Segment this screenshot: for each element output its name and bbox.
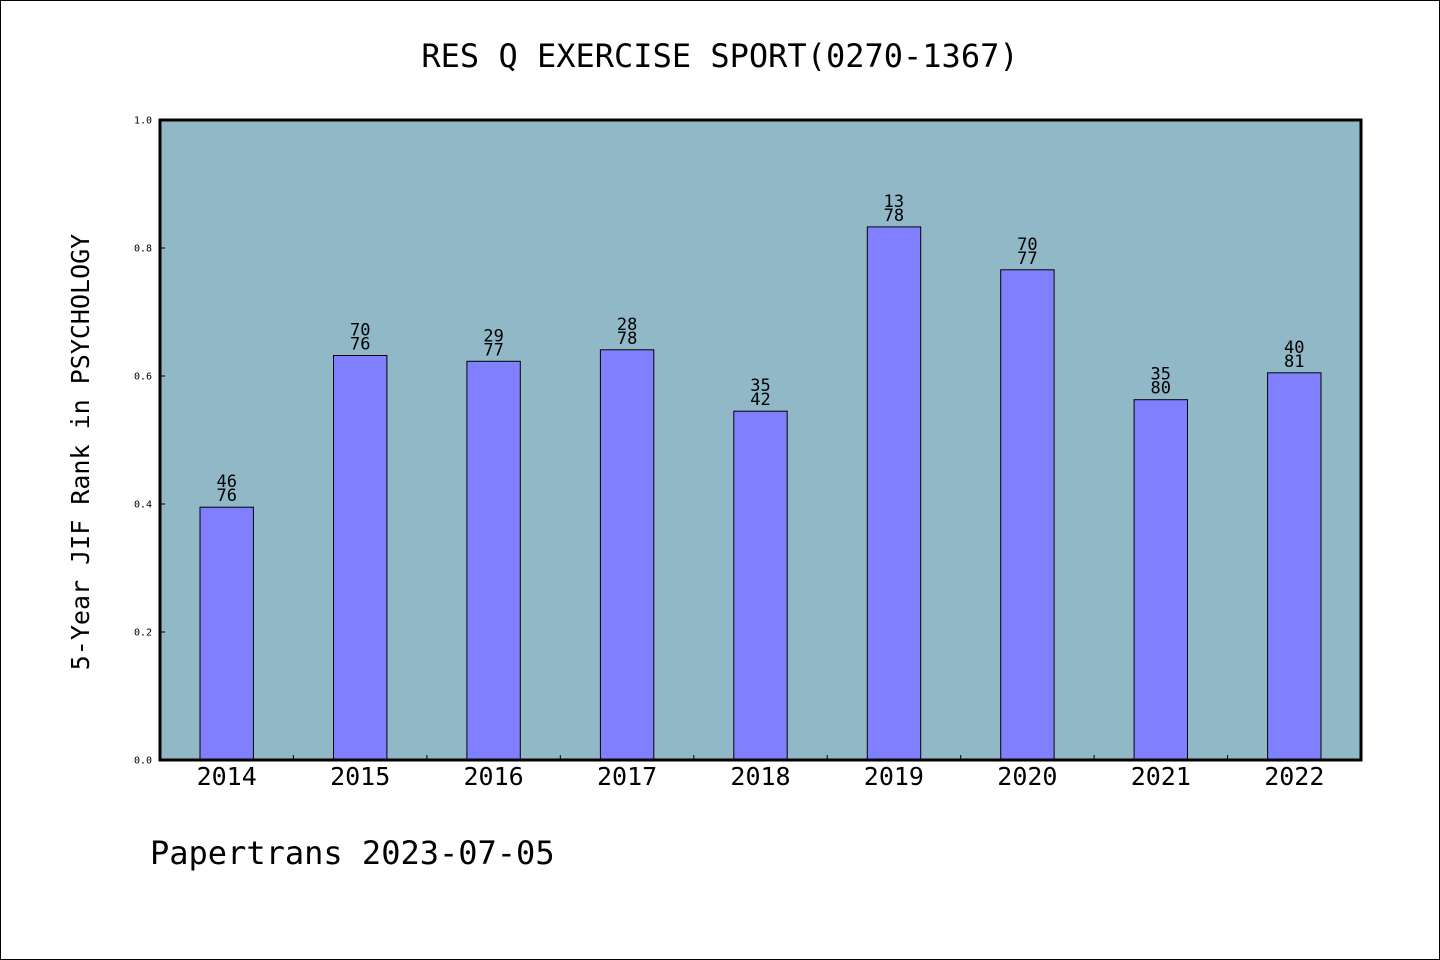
bar-2022 xyxy=(1267,372,1322,761)
y-tick-label: 1.0 xyxy=(134,116,152,127)
bar-label-2022-bottom: 81 xyxy=(1284,352,1304,372)
bar-2018 xyxy=(733,410,788,761)
x-tick-label-2014: 2014 xyxy=(197,762,257,791)
bar-2017 xyxy=(599,349,655,761)
bar-label-2018-top: 35 xyxy=(750,376,770,396)
bar-label-2017-top: 28 xyxy=(617,315,637,335)
bar-label-2019-bottom: 78 xyxy=(884,206,904,226)
plot-border xyxy=(158,118,1363,762)
x-tick-label-2020: 2020 xyxy=(997,762,1057,791)
x-tick-label-2021: 2021 xyxy=(1131,762,1191,791)
x-tick-label-2019: 2019 xyxy=(864,762,924,791)
y-tick-label: 0.0 xyxy=(134,756,152,767)
bar-label-2020-bottom: 77 xyxy=(1017,249,1037,269)
bar-label-2017-bottom: 78 xyxy=(617,329,637,349)
x-tick-label-2017: 2017 xyxy=(597,762,657,791)
bar-2021 xyxy=(1133,399,1188,761)
bar-label-2022-top: 40 xyxy=(1284,338,1304,358)
bar-label-2018-bottom: 42 xyxy=(750,390,770,410)
bar-label-2016-bottom: 77 xyxy=(483,340,503,360)
bar-label-2015-bottom: 76 xyxy=(350,335,370,355)
bar-2014 xyxy=(199,506,254,761)
y-tick-label: 0.2 xyxy=(134,628,152,639)
bar-2020 xyxy=(1000,269,1055,761)
chart-title: RES Q EXERCISE SPORT(0270-1367) xyxy=(421,37,1018,75)
bar-label-2021-top: 35 xyxy=(1151,365,1171,385)
y-tick-label: 0.8 xyxy=(134,244,152,255)
bar-label-2014-top: 46 xyxy=(216,472,236,492)
x-tick-label-2018: 2018 xyxy=(730,762,790,791)
x-tick-label-2016: 2016 xyxy=(463,762,523,791)
bar-label-2015-top: 70 xyxy=(350,321,370,341)
footer-credit: Papertrans 2023-07-05 xyxy=(150,834,555,872)
y-tick-label: 0.4 xyxy=(134,500,152,511)
bar-label-2020-top: 70 xyxy=(1017,235,1037,255)
bar-2019 xyxy=(866,226,922,761)
bar-2015 xyxy=(333,355,388,761)
bars-group xyxy=(199,226,1322,761)
bar-label-2021-bottom: 80 xyxy=(1151,379,1171,399)
bar-label-2016-top: 29 xyxy=(483,326,503,346)
bar-label-2019-top: 13 xyxy=(884,192,904,212)
x-tick-label-2015: 2015 xyxy=(330,762,390,791)
x-ticks-group: 2014 2015 2016 2017 2018 2019 2020 2021 2022 xyxy=(197,755,1324,791)
y-axis-label: 5-Year JIF Rank in PSYCHOLOGY xyxy=(66,234,95,671)
bar-label-2014-bottom: 76 xyxy=(216,486,236,506)
x-tick-label-2022: 2022 xyxy=(1264,762,1324,791)
bar-2016 xyxy=(466,360,521,761)
y-tick-label: 0.6 xyxy=(134,372,152,383)
